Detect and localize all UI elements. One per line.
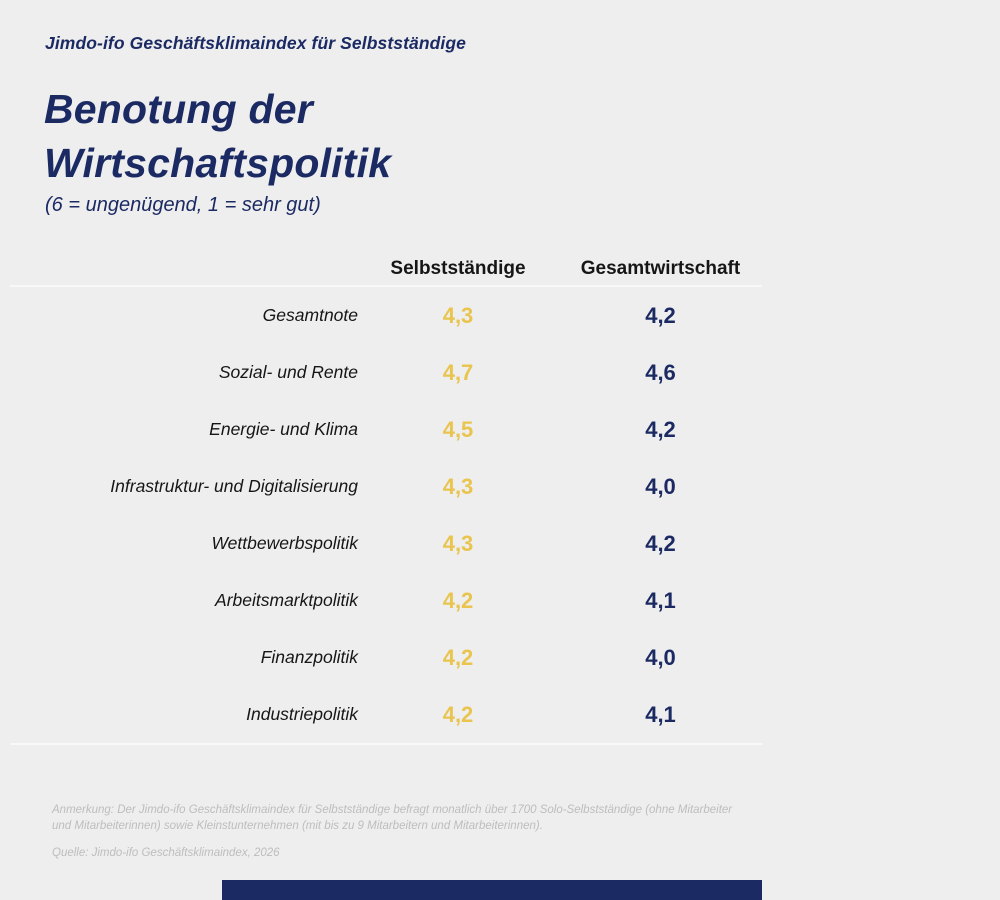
value-selbststaendige: 4,3 — [442, 302, 474, 328]
value-selbststaendige: 4,3 — [442, 530, 474, 556]
value-gesamtwirtschaft: 4,2 — [645, 530, 676, 556]
value-gesamtwirtschaft: 4,1 — [645, 587, 676, 613]
table-row: Arbeitsmarktpolitik 4,2 4,1 — [0, 572, 763, 629]
table-row: Finanzpolitik 4,2 4,0 — [0, 629, 763, 686]
column-header-gesamtwirtschaft: Gesamtwirtschaft — [580, 257, 741, 279]
table-row: Gesamtnote 4,3 4,2 — [0, 287, 763, 344]
value-selbststaendige: 4,2 — [442, 587, 474, 613]
value-gesamtwirtschaft: 4,1 — [645, 701, 676, 727]
row-label: Sozial- und Rente — [218, 362, 358, 382]
value-gesamtwirtschaft: 4,0 — [645, 644, 676, 670]
value-gesamtwirtschaft: 4,6 — [645, 359, 676, 385]
row-label: Wettbewerbspolitik — [211, 533, 358, 553]
table-header-row: Selbstständige Gesamtwirtschaft — [0, 252, 763, 285]
value-gesamtwirtschaft: 4,0 — [645, 473, 676, 499]
column-header-selbststaendige: Selbstständige — [390, 257, 526, 279]
row-label: Energie- und Klima — [209, 419, 358, 439]
table-row: Infrastruktur- und Digitalisierung 4,3 4,0 — [0, 458, 763, 515]
page-title: Benotung der Wirtschaftspolitik — [44, 86, 392, 186]
subtitle-scale-note: (6 = ungenügend, 1 = sehr gut) — [45, 194, 321, 216]
value-selbststaendige: 4,5 — [442, 416, 474, 442]
value-selbststaendige: 4,2 — [442, 701, 474, 727]
table-rows: Gesamtnote 4,3 4,2 Sozial- und Rente 4,7 4,6 E… — [0, 287, 763, 743]
table-row: Sozial- und Rente 4,7 4,6 — [0, 344, 763, 401]
row-label: Arbeitsmarktpolitik — [215, 590, 358, 610]
row-label: Infrastruktur- und Digitalisierung — [110, 476, 358, 496]
footer-brand-bar — [222, 880, 762, 900]
table-bottom-rule — [10, 743, 762, 745]
value-gesamtwirtschaft: 4,2 — [645, 302, 676, 328]
kicker-text: Jimdo-ifo Geschäftsklimaindex für Selbst… — [45, 33, 467, 53]
table-row: Energie- und Klima 4,5 4,2 — [0, 401, 763, 458]
table-row: Industriepolitik 4,2 4,1 — [0, 686, 763, 743]
row-label: Industriepolitik — [246, 704, 358, 724]
value-selbststaendige: 4,3 — [442, 473, 474, 499]
value-gesamtwirtschaft: 4,2 — [645, 416, 676, 442]
row-label: Finanzpolitik — [260, 647, 358, 667]
grades-table: Selbstständige Gesamtwirtschaft Gesamtno… — [0, 252, 763, 745]
value-selbststaendige: 4,2 — [442, 644, 474, 670]
table-top-rule — [10, 285, 762, 287]
value-selbststaendige: 4,7 — [442, 359, 474, 385]
footnote-anmerkung: Anmerkung: Der Jimdo-ifo Geschäftsklimai… — [52, 804, 733, 832]
footnote-quelle: Quelle: Jimdo-ifo Geschäftsklimaindex, 2… — [52, 847, 280, 859]
row-label: Gesamtnote — [262, 305, 358, 325]
table-row: Wettbewerbspolitik 4,3 4,2 — [0, 515, 763, 572]
